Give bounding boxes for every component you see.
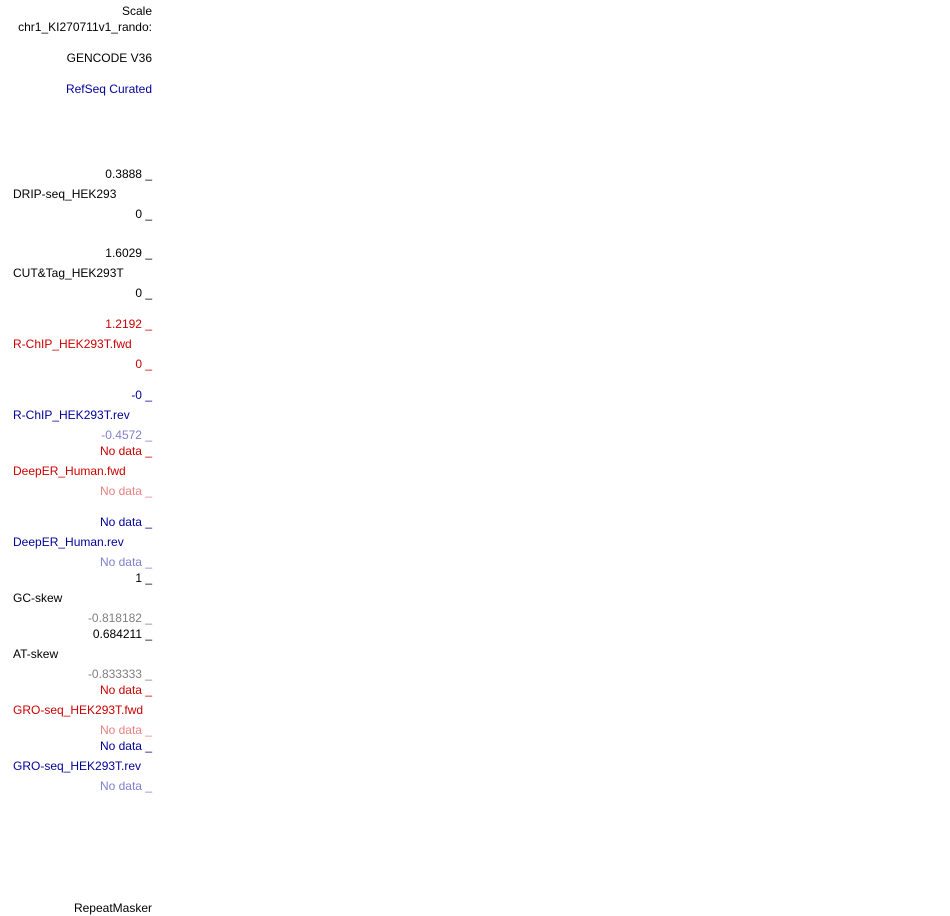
rchip-fwd-min-value: 0 _ <box>135 357 152 371</box>
deeper-fwd-max-value: No data _ <box>99 444 152 458</box>
rchip-rev-max-value: -0 _ <box>131 388 152 402</box>
cuttag-track-name[interactable]: CUT&Tag_HEK293T <box>13 266 124 280</box>
rchip-rev-min-value: -0.4572 _ <box>101 428 152 442</box>
deeper-rev-max-value: No data _ <box>99 515 152 529</box>
gro-fwd-track-name[interactable]: GRO-seq_HEK293T.fwd <box>13 703 144 717</box>
rchip-fwd-track-name[interactable]: R-ChIP_HEK293T.fwd <box>13 337 132 351</box>
gc-skew-track-name[interactable]: GC-skew <box>13 591 63 605</box>
gc-skew-max-value: 1 _ <box>135 571 152 585</box>
repeatmasker-track-label[interactable]: RepeatMasker <box>73 901 152 915</box>
gc-skew-min-value: -0.818182 _ <box>87 611 152 625</box>
drip-track-name[interactable]: DRIP-seq_HEK293 <box>13 187 117 201</box>
gencode-track-label[interactable]: GENCODE V36 <box>66 51 152 65</box>
cuttag-max-value: 1.6029 _ <box>105 246 152 260</box>
at-skew-min-value: -0.833333 _ <box>87 667 152 681</box>
drip-min-value: 0 _ <box>135 207 152 221</box>
scale-label: Scale <box>121 4 152 18</box>
refseq-track-label[interactable]: RefSeq Curated <box>65 82 152 96</box>
chrom-label[interactable]: chr1_KI270711v1_rando: <box>18 20 152 34</box>
deeper-rev-min-value: No data _ <box>99 555 152 569</box>
gro-fwd-max-value: No data _ <box>99 683 152 697</box>
gro-fwd-min-value: No data _ <box>99 723 152 737</box>
gro-rev-max-value: No data _ <box>99 739 152 753</box>
track-display-area[interactable] <box>158 0 950 916</box>
gro-rev-min-value: No data _ <box>99 779 152 793</box>
deeper-rev-track-name[interactable]: DeepER_Human.rev <box>13 535 124 549</box>
track-label-panel: Scale chr1_KI270711v1_rando: GENCODE V36… <box>0 0 158 916</box>
rchip-rev-track-name[interactable]: R-ChIP_HEK293T.rev <box>13 408 130 422</box>
at-skew-max-value: 0.684211 _ <box>92 627 152 641</box>
deeper-fwd-min-value: No data _ <box>99 484 152 498</box>
rchip-fwd-max-value: 1.2192 _ <box>105 317 152 331</box>
deeper-fwd-track-name[interactable]: DeepER_Human.fwd <box>13 464 126 478</box>
gro-rev-track-name[interactable]: GRO-seq_HEK293T.rev <box>13 759 142 773</box>
drip-max-value: 0.3888 _ <box>105 167 152 181</box>
at-skew-track-name[interactable]: AT-skew <box>13 647 59 661</box>
cuttag-min-value: 0 _ <box>135 286 152 300</box>
